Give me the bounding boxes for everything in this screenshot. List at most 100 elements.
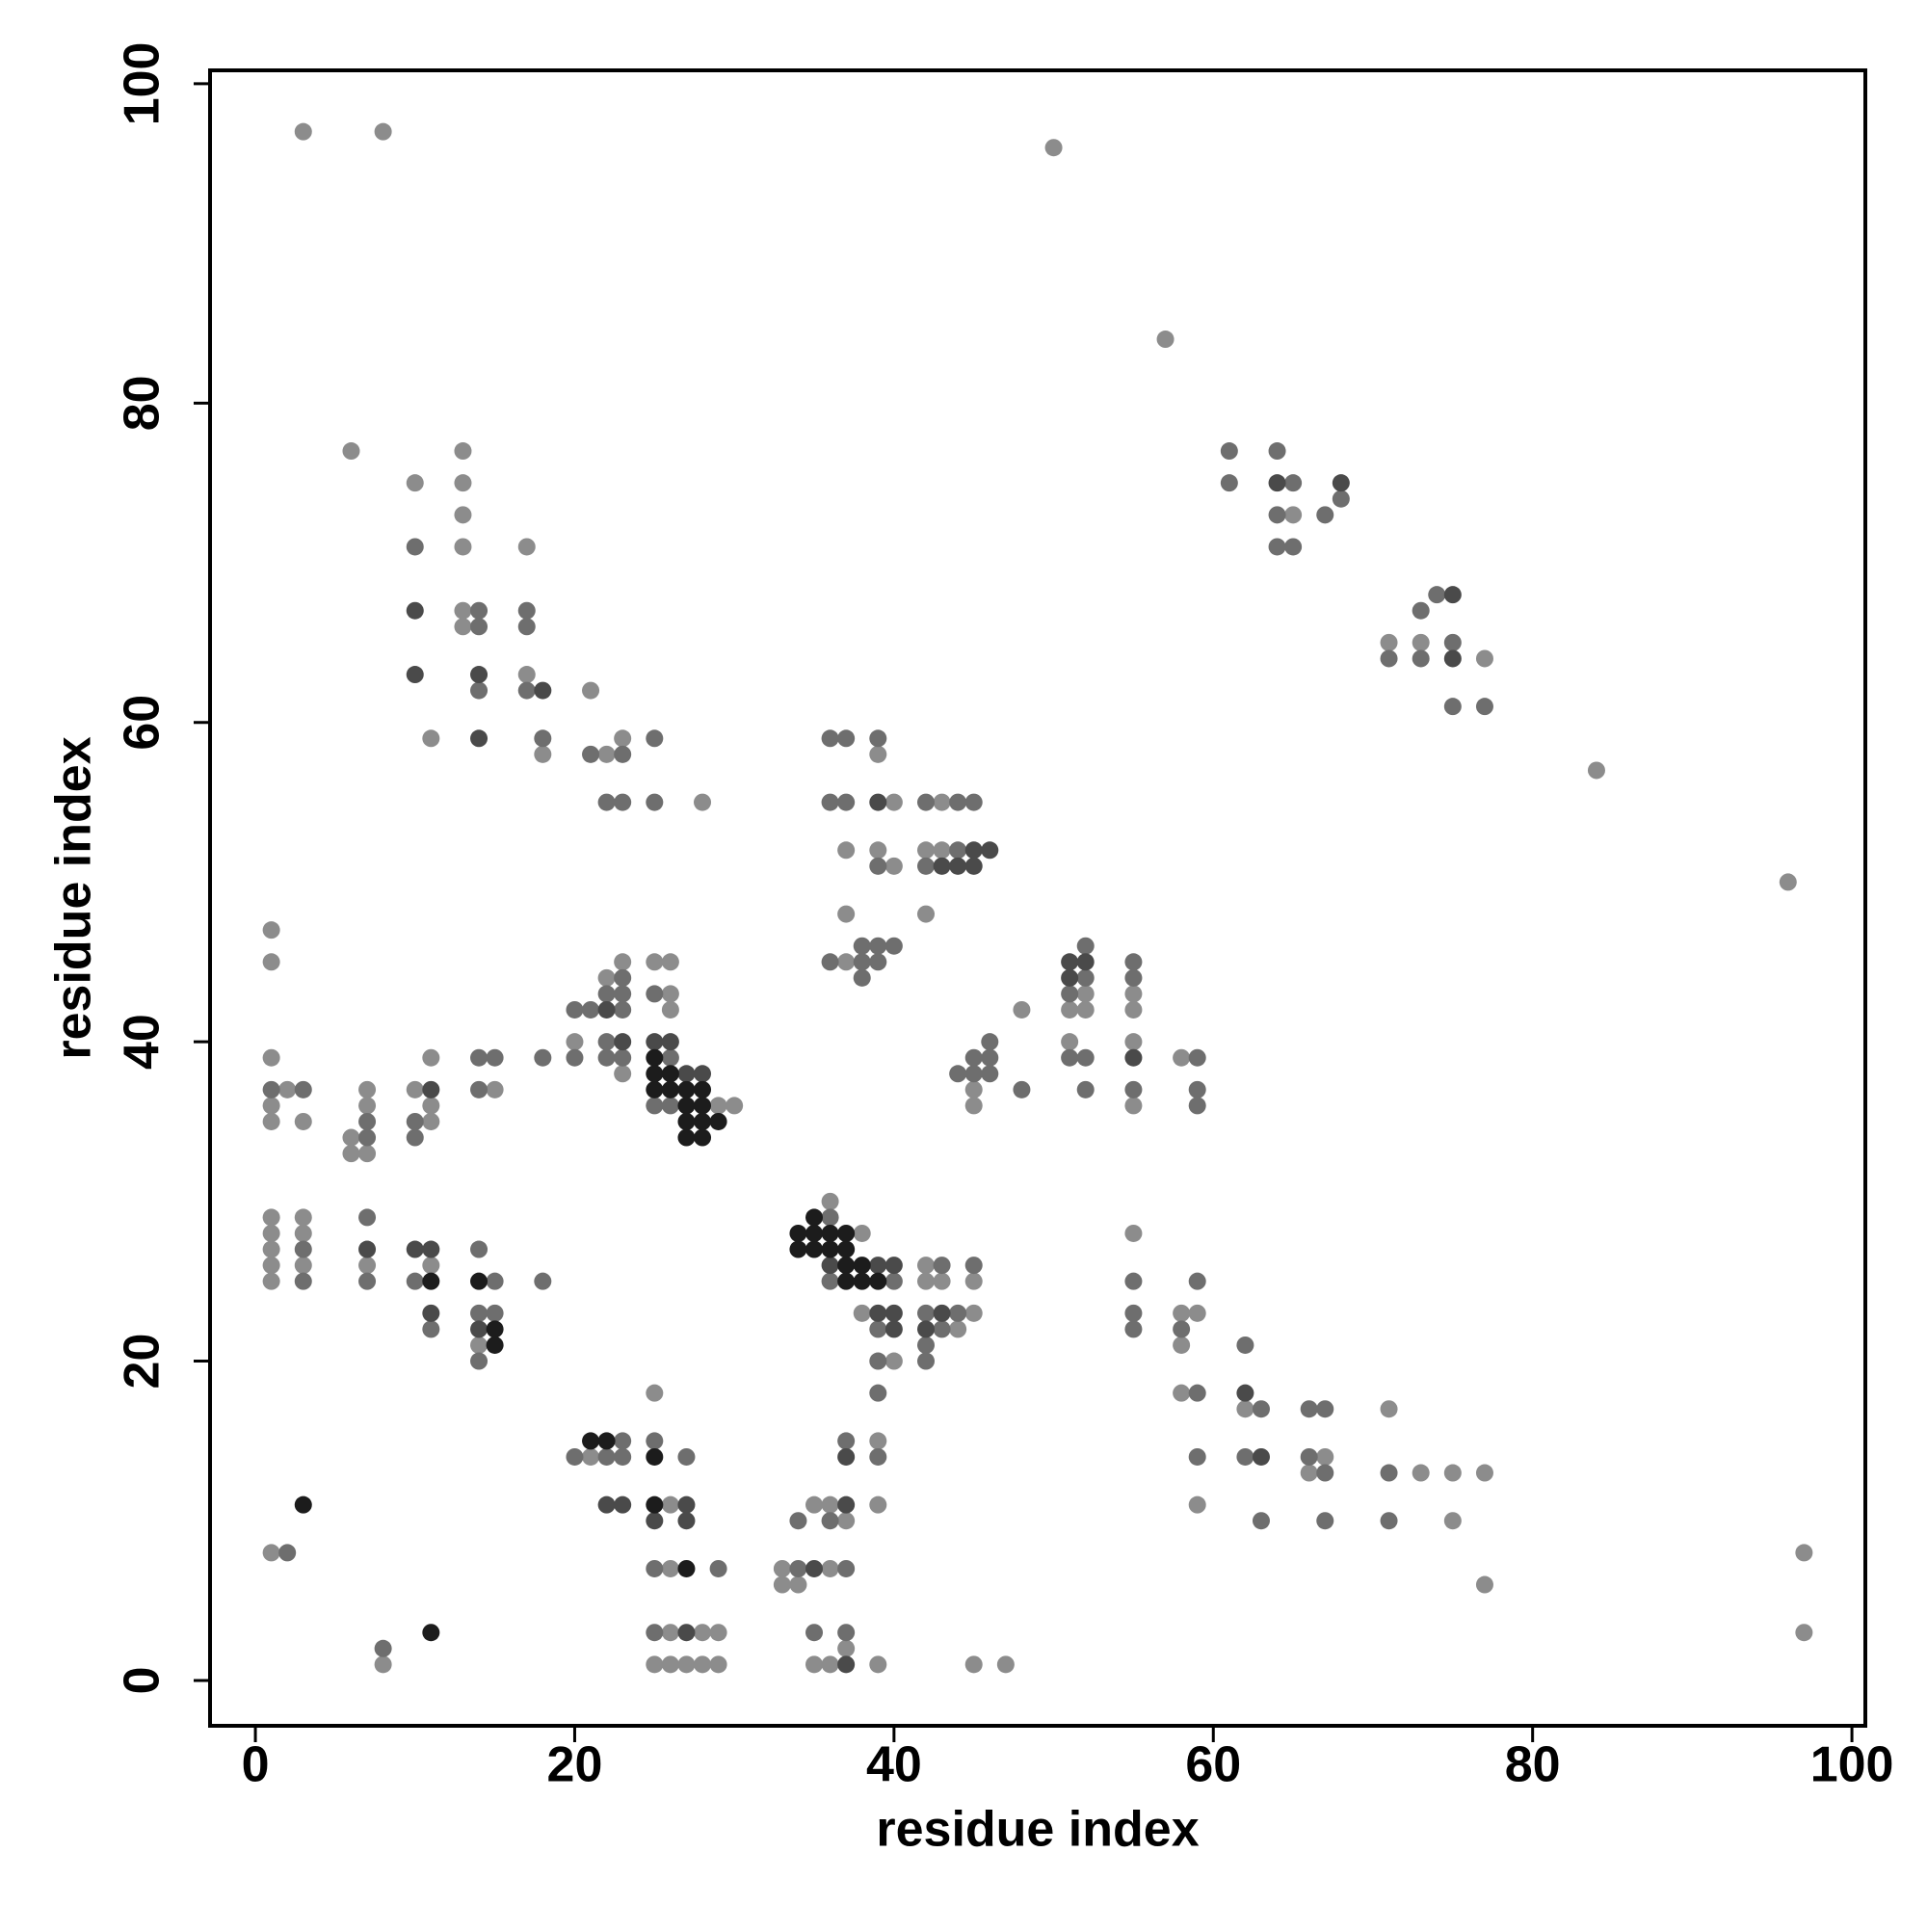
point — [534, 1272, 552, 1290]
point — [614, 1065, 632, 1083]
point — [789, 1240, 807, 1258]
point — [278, 1080, 297, 1098]
point — [1061, 1000, 1079, 1019]
point — [709, 1559, 727, 1577]
point — [1188, 1495, 1206, 1514]
point — [677, 1097, 696, 1115]
point — [1252, 1512, 1270, 1530]
point — [853, 1272, 871, 1290]
point — [837, 1639, 856, 1657]
point — [454, 442, 472, 461]
point — [853, 968, 871, 987]
point — [294, 122, 312, 141]
point — [661, 1559, 679, 1577]
point — [869, 1272, 887, 1290]
point — [470, 601, 488, 620]
point — [1188, 1048, 1206, 1067]
point — [582, 1447, 600, 1466]
point — [709, 1655, 727, 1674]
point — [358, 1112, 377, 1130]
point — [517, 601, 536, 620]
point — [262, 1048, 280, 1067]
point — [805, 1240, 824, 1258]
point — [677, 1512, 696, 1530]
point — [566, 1033, 584, 1051]
point — [406, 474, 424, 492]
point — [406, 1128, 424, 1147]
point — [1443, 1464, 1462, 1482]
point — [422, 1304, 440, 1322]
point — [694, 1624, 712, 1642]
point — [661, 1000, 679, 1019]
point — [821, 1224, 839, 1242]
point — [821, 953, 839, 971]
point — [661, 1048, 679, 1067]
point — [1188, 1304, 1206, 1322]
point — [805, 1624, 824, 1642]
point — [262, 1208, 280, 1227]
point — [646, 1512, 664, 1530]
point — [614, 1432, 632, 1450]
point — [646, 1655, 664, 1674]
point — [837, 841, 856, 860]
point — [1124, 1097, 1143, 1115]
point — [821, 1192, 839, 1210]
point — [646, 1080, 664, 1098]
point — [869, 1304, 887, 1322]
point — [1124, 1080, 1143, 1098]
point — [342, 1145, 360, 1163]
x-tick-label: 20 — [547, 1737, 603, 1793]
point — [374, 1655, 392, 1674]
point — [1300, 1464, 1318, 1482]
x-tick-label: 40 — [866, 1737, 922, 1793]
point — [262, 953, 280, 971]
point — [949, 1065, 967, 1083]
point — [1380, 1400, 1398, 1418]
point — [1076, 1000, 1095, 1019]
point — [1475, 649, 1493, 668]
point — [422, 1048, 440, 1067]
point — [1332, 474, 1350, 492]
point — [614, 968, 632, 987]
point — [597, 1033, 616, 1051]
point — [821, 1512, 839, 1530]
point — [869, 793, 887, 811]
point — [981, 841, 999, 860]
point — [470, 1048, 488, 1067]
point — [821, 1655, 839, 1674]
point — [933, 1257, 951, 1275]
point — [853, 953, 871, 971]
point — [661, 1624, 679, 1642]
point — [949, 1304, 967, 1322]
point — [262, 921, 280, 940]
point — [614, 1033, 632, 1051]
point — [949, 1320, 967, 1338]
point — [933, 857, 951, 875]
point — [1124, 1033, 1143, 1051]
point — [933, 1272, 951, 1290]
point — [677, 1065, 696, 1083]
point — [1124, 1000, 1143, 1019]
point — [837, 1655, 856, 1674]
point — [486, 1304, 504, 1322]
point — [614, 1447, 632, 1466]
point — [406, 1112, 424, 1130]
point — [1284, 474, 1303, 492]
point — [917, 1304, 936, 1322]
point — [1475, 1464, 1493, 1482]
point — [837, 1624, 856, 1642]
point — [1124, 953, 1143, 971]
point — [917, 1336, 936, 1354]
point — [853, 1257, 871, 1275]
point — [821, 729, 839, 748]
point — [454, 538, 472, 556]
point — [1412, 1464, 1430, 1482]
point — [996, 1655, 1015, 1674]
point — [837, 1272, 856, 1290]
point — [853, 937, 871, 955]
point — [1061, 1033, 1079, 1051]
point — [646, 729, 664, 748]
point — [294, 1080, 312, 1098]
point — [1412, 649, 1430, 668]
